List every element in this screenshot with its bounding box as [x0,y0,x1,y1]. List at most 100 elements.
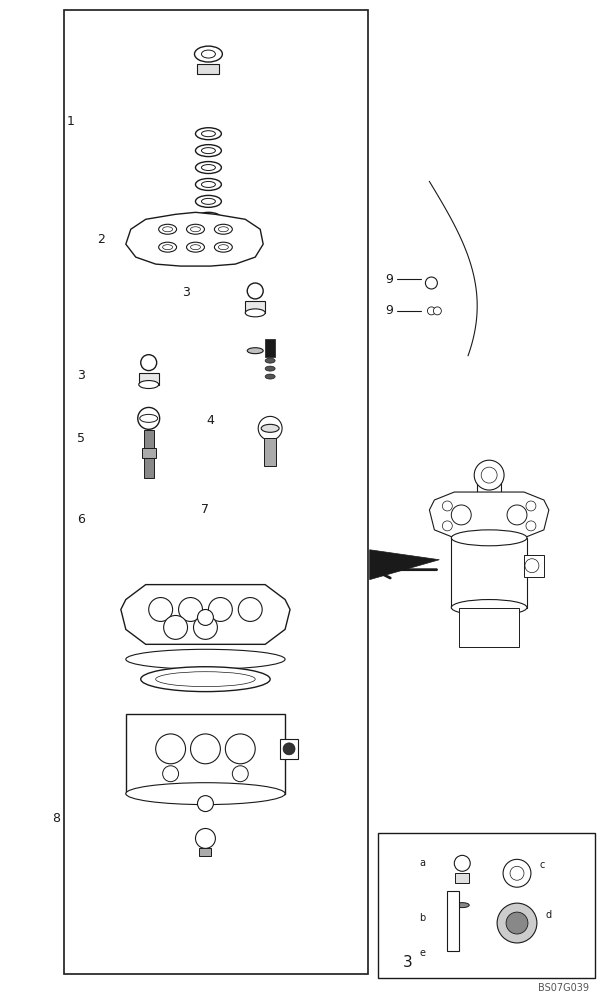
Bar [264,438,276,466]
Bar [144,430,153,448]
Text: 9: 9 [386,304,394,317]
Circle shape [497,903,537,943]
Ellipse shape [202,148,216,154]
Circle shape [454,855,471,871]
Text: 1: 1 [67,115,75,128]
Circle shape [503,859,531,887]
Circle shape [507,505,527,525]
Bar [524,555,544,577]
Ellipse shape [187,224,204,234]
Text: a: a [419,858,425,868]
Circle shape [474,460,504,490]
Ellipse shape [141,667,270,692]
Ellipse shape [196,195,222,207]
Circle shape [442,521,452,531]
Circle shape [196,828,216,848]
Ellipse shape [139,381,159,389]
Circle shape [149,598,173,621]
Ellipse shape [202,198,216,204]
Ellipse shape [126,783,285,805]
Polygon shape [429,492,549,538]
Ellipse shape [202,181,216,187]
Bar [144,458,153,478]
Circle shape [434,307,442,315]
Bar [265,339,275,357]
Circle shape [526,501,536,511]
Circle shape [258,416,282,440]
Ellipse shape [190,227,201,232]
Ellipse shape [219,227,228,232]
Ellipse shape [156,672,255,687]
Bar [448,891,459,951]
Circle shape [233,766,248,782]
Bar [126,714,285,794]
Ellipse shape [190,245,201,250]
Ellipse shape [202,131,216,137]
Text: 6: 6 [77,513,85,526]
Ellipse shape [219,245,228,250]
Circle shape [138,407,159,429]
Ellipse shape [451,530,527,546]
Ellipse shape [247,348,263,354]
Circle shape [164,615,187,639]
Circle shape [156,734,185,764]
Text: b: b [419,913,426,923]
Text: c: c [539,860,545,870]
Bar [198,64,219,74]
Ellipse shape [196,162,222,174]
Text: 3: 3 [403,955,413,970]
Circle shape [190,734,220,764]
Circle shape [425,277,437,289]
Ellipse shape [265,366,275,371]
Ellipse shape [455,903,469,908]
Ellipse shape [196,212,222,224]
Circle shape [525,559,539,573]
Text: 8: 8 [52,812,60,825]
Text: 9: 9 [386,273,394,286]
Ellipse shape [265,374,275,379]
Ellipse shape [162,227,173,232]
Bar [459,608,519,647]
Circle shape [179,598,202,621]
Ellipse shape [202,165,216,171]
Ellipse shape [196,178,222,190]
Ellipse shape [214,242,233,252]
Circle shape [198,609,213,625]
Polygon shape [126,212,263,266]
Circle shape [428,307,435,315]
Circle shape [481,467,497,483]
Circle shape [451,505,471,525]
Bar [245,301,265,313]
Text: d: d [546,910,552,920]
Bar [477,480,501,498]
Text: 7: 7 [202,503,210,516]
Circle shape [208,598,233,621]
Circle shape [442,501,452,511]
Ellipse shape [196,145,222,157]
Polygon shape [370,550,439,580]
Ellipse shape [162,245,173,250]
Circle shape [247,283,263,299]
Ellipse shape [159,242,176,252]
Ellipse shape [196,128,222,140]
Circle shape [510,866,524,880]
Bar [142,448,156,458]
Circle shape [193,615,217,639]
Ellipse shape [202,215,216,221]
Bar [451,538,527,608]
Bar [139,373,159,385]
Bar [64,10,368,974]
Bar [199,848,211,856]
Bar [378,833,595,978]
Ellipse shape [187,242,204,252]
Ellipse shape [126,649,285,669]
Circle shape [162,766,179,782]
Ellipse shape [283,743,295,755]
Text: e: e [419,948,425,958]
Text: 3: 3 [77,369,85,382]
Ellipse shape [159,224,176,234]
Ellipse shape [214,224,233,234]
Ellipse shape [202,50,216,58]
Ellipse shape [265,358,275,363]
Circle shape [506,912,528,934]
